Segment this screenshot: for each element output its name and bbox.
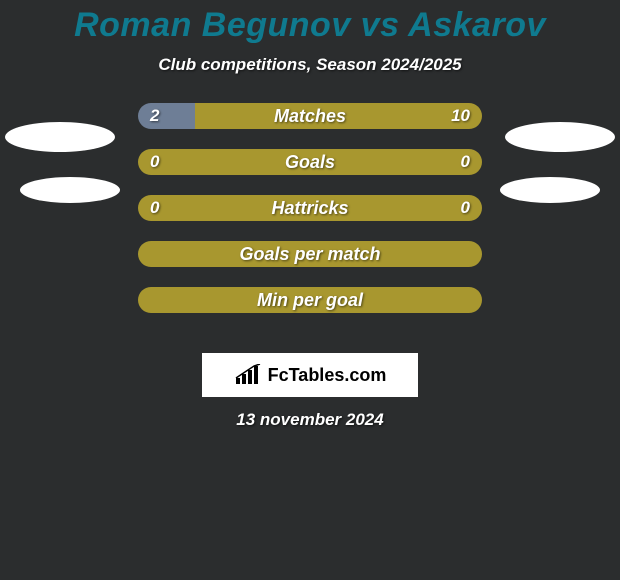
bar-chart-icon	[234, 364, 262, 386]
decorative-oval	[505, 122, 615, 152]
decorative-oval	[500, 177, 600, 203]
date-text: 13 november 2024	[0, 410, 620, 430]
decorative-oval	[20, 177, 120, 203]
stats-infographic: Roman Begunov vs Askarov Club competitio…	[0, 0, 620, 580]
stat-row: 00Hattricks	[138, 195, 482, 221]
stat-label: Hattricks	[138, 195, 482, 221]
stat-row: Min per goal	[138, 287, 482, 313]
brand-logo: FcTables.com	[202, 353, 418, 397]
stat-label: Min per goal	[138, 287, 482, 313]
page-title: Roman Begunov vs Askarov	[0, 0, 620, 45]
decorative-oval	[5, 122, 115, 152]
stat-row: 00Goals	[138, 149, 482, 175]
stat-label: Matches	[138, 103, 482, 129]
stat-label: Goals per match	[138, 241, 482, 267]
stat-row: Goals per match	[138, 241, 482, 267]
stat-row: 210Matches	[138, 103, 482, 129]
stat-label: Goals	[138, 149, 482, 175]
subtitle: Club competitions, Season 2024/2025	[0, 55, 620, 75]
brand-logo-text: FcTables.com	[268, 365, 387, 386]
